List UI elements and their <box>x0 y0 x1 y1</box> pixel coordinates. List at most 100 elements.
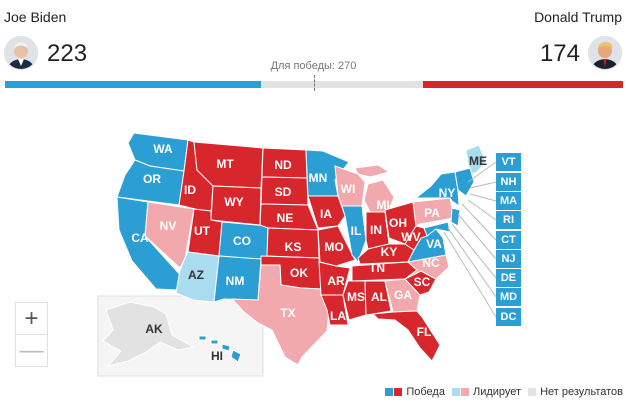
state-IA[interactable] <box>307 195 346 229</box>
state-box-bg-MD <box>496 288 521 306</box>
state-label-KS: KS <box>285 240 302 254</box>
state-label-ID: ID <box>184 183 196 197</box>
state-label-TN: TN <box>369 261 385 275</box>
zoom-in-button[interactable]: + <box>15 302 48 335</box>
state-MS[interactable] <box>342 280 367 321</box>
state-box-DC[interactable]: DC <box>496 308 521 326</box>
state-box-label-MD: MD <box>500 291 517 303</box>
legend-swatch-rep-lead <box>460 388 469 396</box>
state-label-IA: IA <box>320 207 332 221</box>
state-IL[interactable] <box>341 205 367 263</box>
legend-win-label: Победа <box>406 386 445 398</box>
state-label-ME: ME <box>469 154 487 168</box>
state-label-AZ: AZ <box>188 268 204 282</box>
state-box-MA[interactable]: MA <box>496 192 521 210</box>
state-box-bg-MA <box>496 192 521 210</box>
state-box-MD[interactable]: MD <box>496 288 521 306</box>
state-GA[interactable] <box>384 278 421 313</box>
state-PA[interactable] <box>412 197 455 227</box>
state-MO[interactable] <box>317 225 356 267</box>
state-box-bg-RI <box>496 211 521 229</box>
state-label-MI: MI <box>376 198 389 212</box>
state-label-UT: UT <box>194 224 211 238</box>
state-box-bg-NH <box>496 173 521 191</box>
state-box-label-CT: CT <box>501 234 516 246</box>
state-AR[interactable] <box>318 261 351 296</box>
state-label-VA: VA <box>426 237 442 251</box>
threshold-marker <box>314 75 315 91</box>
state-NJ[interactable] <box>450 207 461 227</box>
state-label-GA: GA <box>394 288 412 302</box>
state-label-AK: AK <box>145 322 163 336</box>
state-MD[interactable] <box>423 221 451 237</box>
legend-lead: Лидирует <box>451 386 522 398</box>
state-TX[interactable] <box>230 264 330 366</box>
state-box-VT[interactable]: VT <box>496 153 521 171</box>
state-label-IN: IN <box>370 223 382 237</box>
state-label-LA: LA <box>330 309 346 323</box>
state-box-RI[interactable]: RI <box>496 211 521 229</box>
state-label-CO: CO <box>233 234 251 248</box>
biden-avatar <box>5 37 37 69</box>
state-label-KY: KY <box>381 245 398 259</box>
state-label-OH: OH <box>389 216 407 230</box>
biden-electoral-votes: 223 <box>47 40 88 67</box>
legend-none-label: Нет результатов <box>540 386 623 398</box>
state-label-PA: PA <box>424 206 440 220</box>
state-NH-region[interactable] <box>454 167 475 197</box>
callout-lines <box>443 161 497 318</box>
state-box-NH[interactable]: NH <box>496 173 521 191</box>
state-box-label-VT: VT <box>501 156 515 168</box>
state-box-NJ[interactable]: NJ <box>496 250 521 268</box>
state-box-label-DC: DC <box>501 311 517 323</box>
state-box-label-RI: RI <box>503 214 514 226</box>
state-label-AL: AL <box>371 290 387 304</box>
state-box-bg-VT <box>496 153 521 171</box>
state-label-OR: OR <box>143 172 161 186</box>
legend-lead-label: Лидирует <box>472 386 522 398</box>
state-box-bg-CT <box>496 231 521 249</box>
state-box-CT[interactable]: CT <box>496 231 521 249</box>
state-box-label-NJ: NJ <box>501 253 515 265</box>
state-AK[interactable] <box>102 301 195 367</box>
state-label-WI: WI <box>341 182 356 196</box>
state-label-IL: IL <box>351 224 362 238</box>
state-label-NE: NE <box>277 211 294 225</box>
state-LA[interactable] <box>320 294 349 326</box>
state-label-HI: HI <box>211 349 223 363</box>
trump-name: Donald Trump <box>534 9 622 25</box>
legend-swatch-rep-win <box>394 388 403 396</box>
biden-name: Joe Biden <box>4 9 67 25</box>
state-box-label-NH: NH <box>501 176 517 188</box>
state-label-ND: ND <box>274 158 292 172</box>
state-box-label-MA: MA <box>500 195 517 207</box>
trump-avatar <box>589 37 621 69</box>
state-label-OK: OK <box>290 266 308 280</box>
state-label-NV: NV <box>160 219 177 233</box>
win-threshold-label: Для победы: 270 <box>270 60 357 72</box>
state-label-WV: WV <box>401 230 420 244</box>
state-box-DE[interactable]: DE <box>496 269 521 287</box>
legend-none: Нет результатов <box>528 386 623 398</box>
state-label-TX: TX <box>280 306 295 320</box>
state-label-AR: AR <box>327 274 345 288</box>
legend: Победа Лидирует Нет результатов <box>378 386 623 398</box>
state-AL[interactable] <box>364 280 392 316</box>
state-box-bg-DE <box>496 269 521 287</box>
state-label-MS: MS <box>347 290 365 304</box>
trump-electoral-votes: 174 <box>539 40 580 67</box>
state-label-NM: NM <box>226 274 245 288</box>
biden-progress-fill <box>5 81 262 88</box>
state-label-MO: MO <box>324 240 343 254</box>
state-label-MT: MT <box>216 157 234 171</box>
state-label-SC: SC <box>414 275 431 289</box>
zoom-out-button[interactable]: — <box>15 334 48 367</box>
legend-win: Победа <box>385 386 445 398</box>
state-FL[interactable] <box>371 310 441 362</box>
legend-swatch-dem-lead <box>451 388 460 396</box>
state-label-WA: WA <box>153 142 173 156</box>
state-HI[interactable] <box>198 335 242 363</box>
state-label-WY: WY <box>224 195 243 209</box>
state-box-label-DE: DE <box>501 272 516 284</box>
